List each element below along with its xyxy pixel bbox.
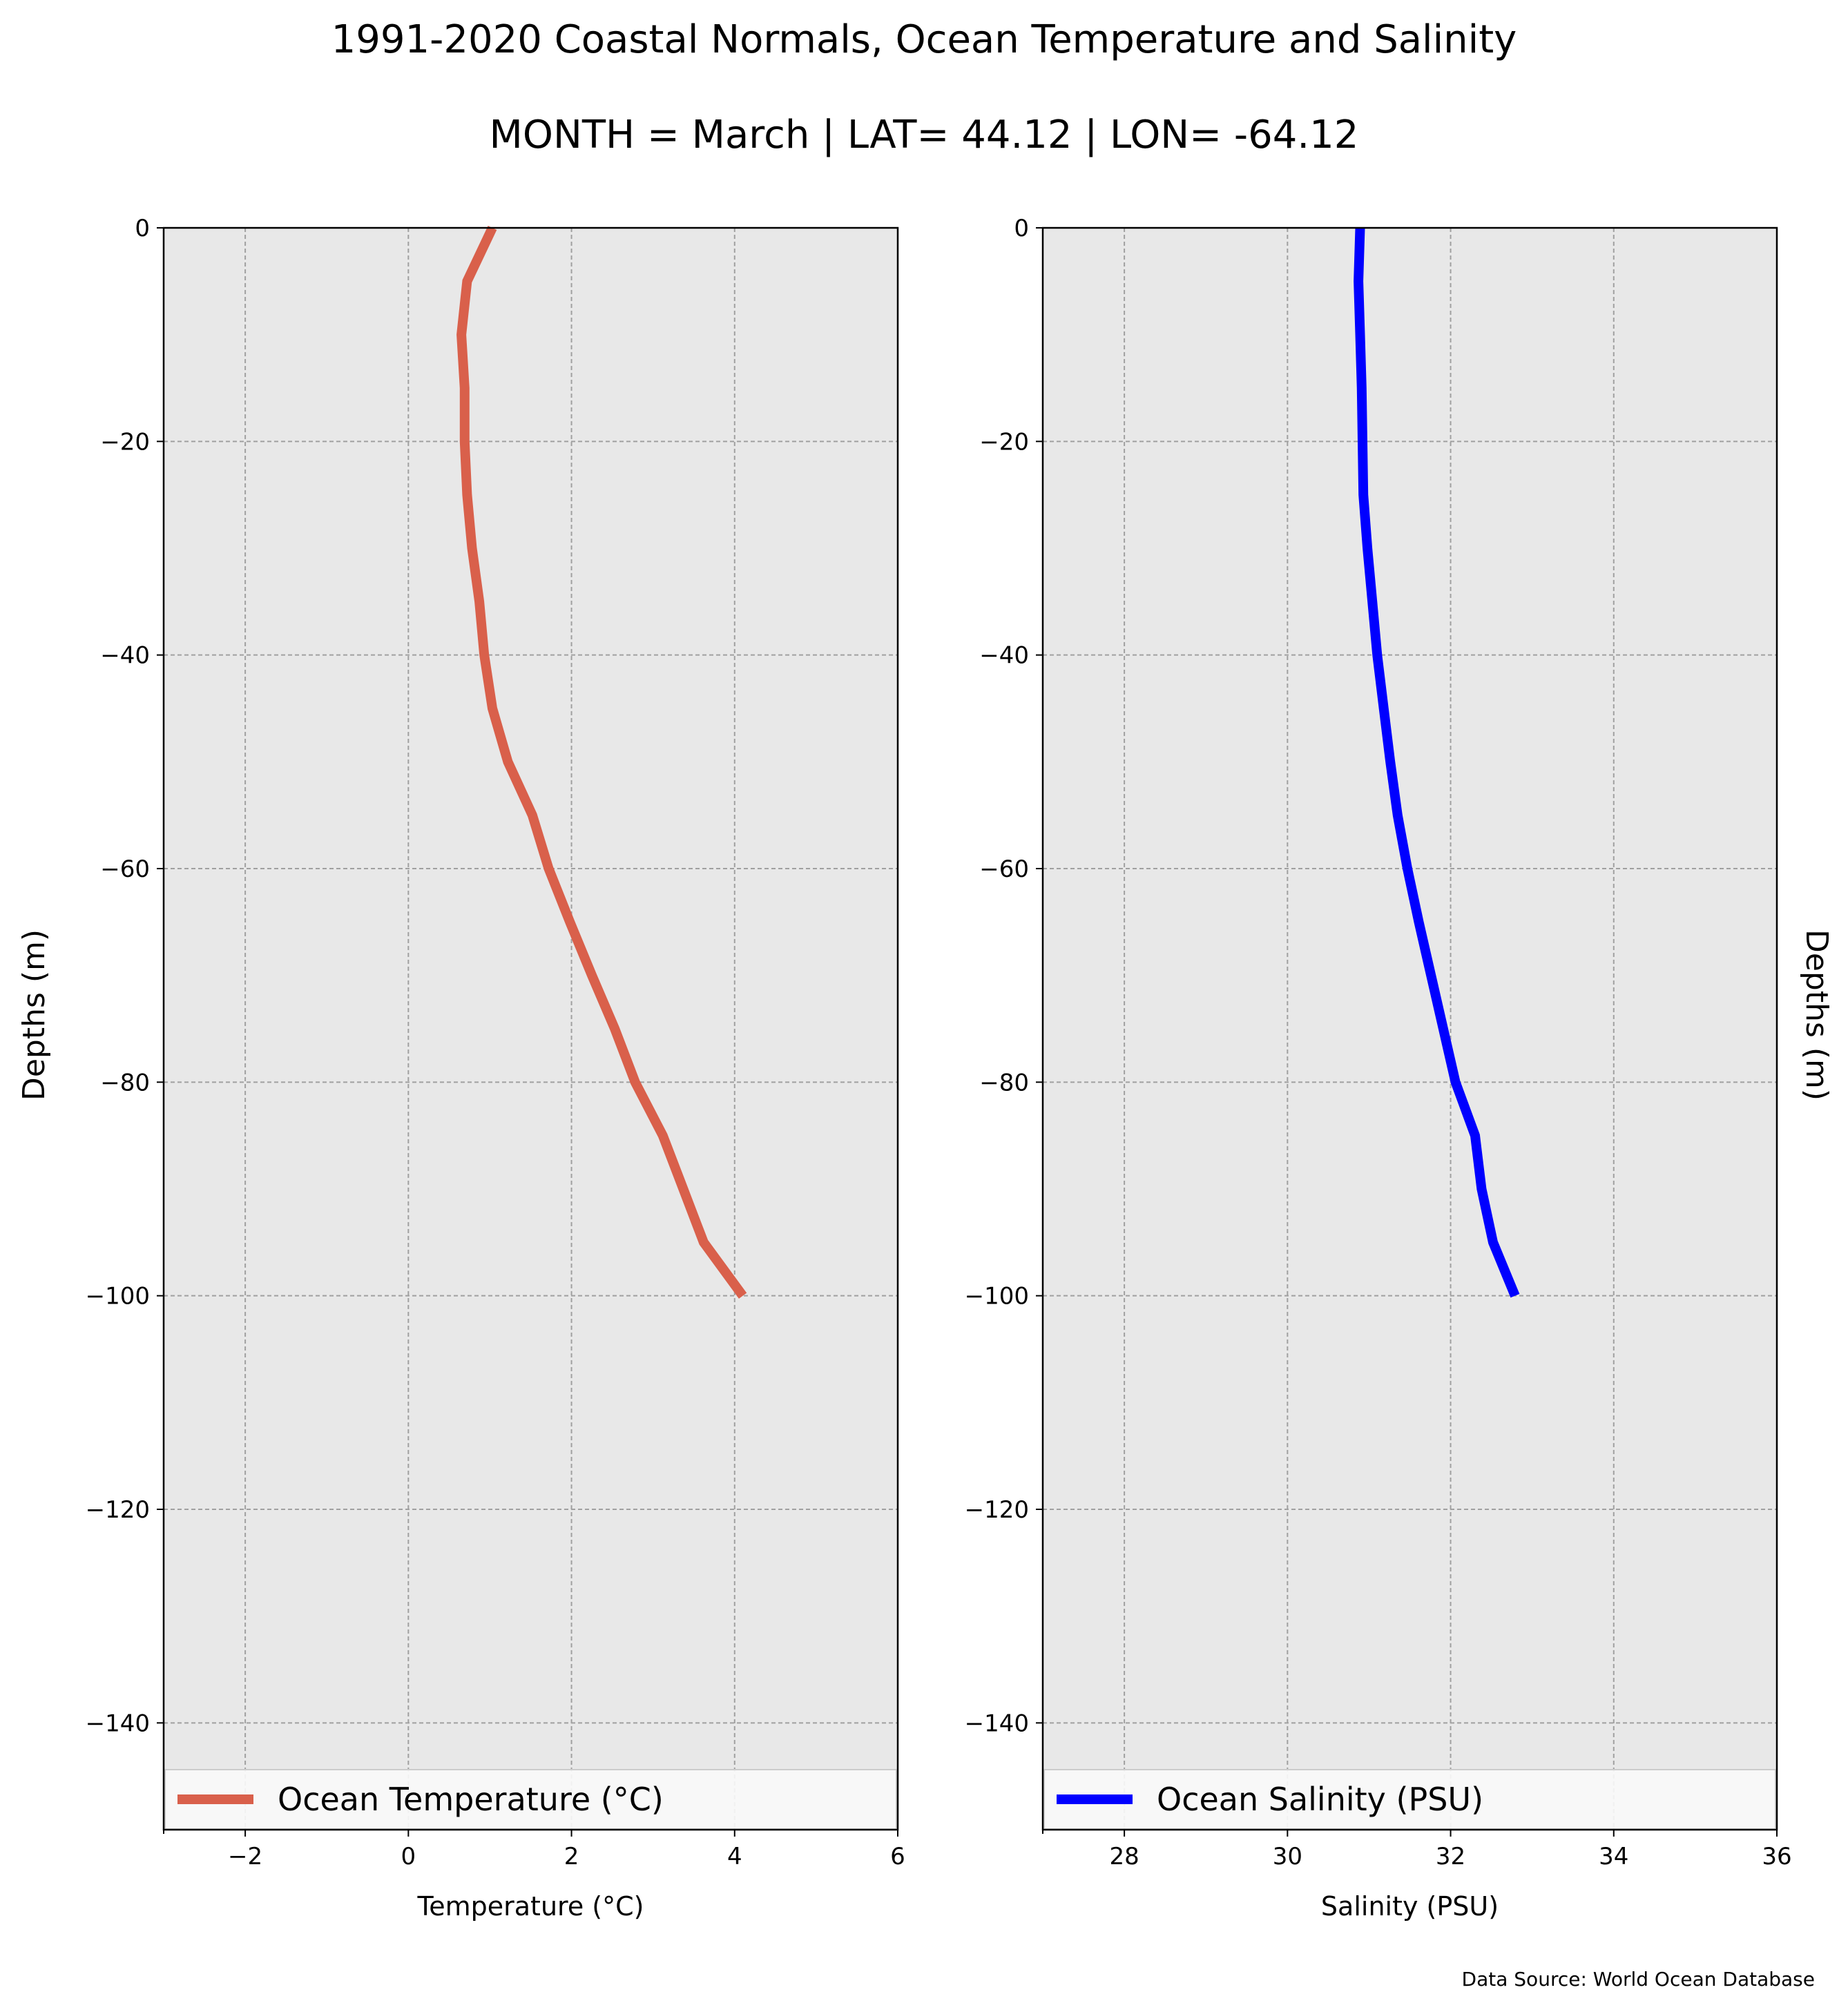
y-tick-label: −20 bbox=[979, 428, 1029, 456]
y-tick-label: −100 bbox=[86, 1283, 150, 1310]
plot-background bbox=[164, 228, 898, 1830]
x-tick-label: 2 bbox=[564, 1843, 579, 1870]
y-tick-label: 0 bbox=[135, 215, 150, 242]
right-y-axis-label: Depths (m) bbox=[1799, 929, 1834, 1101]
x-axis-label: Salinity (PSU) bbox=[1321, 1891, 1499, 1922]
plot-background bbox=[1043, 228, 1777, 1830]
y-tick-label: −60 bbox=[979, 855, 1029, 883]
y-tick-label: −140 bbox=[86, 1710, 150, 1737]
x-tick-label: 34 bbox=[1599, 1843, 1628, 1870]
x-tick-label: 0 bbox=[401, 1843, 416, 1870]
y-tick-label: −120 bbox=[86, 1496, 150, 1524]
series-line bbox=[456, 226, 747, 1299]
legend: Ocean Salinity (PSU) bbox=[1043, 1769, 1776, 1830]
series-line bbox=[1354, 227, 1520, 1298]
y-tick-label: −120 bbox=[965, 1496, 1029, 1524]
x-tick-label: −2 bbox=[228, 1843, 262, 1870]
x-tick-label: 30 bbox=[1273, 1843, 1302, 1870]
x-tick-label: 28 bbox=[1109, 1843, 1139, 1870]
legend-label: Ocean Salinity (PSU) bbox=[1157, 1781, 1483, 1818]
legend: Ocean Temperature (°C) bbox=[164, 1769, 897, 1830]
legend-label: Ocean Temperature (°C) bbox=[278, 1781, 664, 1818]
salinity-panel: Ocean Salinity (PSU) 28 30 32 34 36 0 −20 −40 −60… bbox=[965, 215, 1792, 1922]
y-tick-label: 0 bbox=[1014, 215, 1029, 242]
y-tick-label: −60 bbox=[100, 855, 150, 883]
y-tick-label: −100 bbox=[965, 1283, 1029, 1310]
y-tick-label: −20 bbox=[100, 428, 150, 456]
y-tick-label: −40 bbox=[979, 642, 1029, 670]
x-axis-label: Temperature (°C) bbox=[417, 1891, 644, 1922]
y-tick-label: −80 bbox=[100, 1069, 150, 1096]
y-tick-label: −40 bbox=[100, 642, 150, 670]
x-tick-label: 32 bbox=[1436, 1843, 1465, 1870]
x-tick-label: 36 bbox=[1762, 1843, 1791, 1870]
axes-frame bbox=[1041, 226, 1778, 1831]
y-tick-label: −140 bbox=[965, 1710, 1029, 1737]
data-source-note: Data Source: World Ocean Database bbox=[1462, 1968, 1815, 1991]
y-tick-label: −80 bbox=[979, 1069, 1029, 1096]
figure-subtitle: MONTH = March | LAT= 44.12 | LON= -64.12 bbox=[490, 113, 1359, 157]
x-tick-label: 4 bbox=[727, 1843, 742, 1870]
figure-title: 1991-2020 Coastal Normals, Ocean Tempera… bbox=[331, 17, 1517, 62]
x-tick-label: 6 bbox=[890, 1843, 905, 1870]
legend-box bbox=[1043, 1769, 1776, 1830]
temperature-panel: Ocean Temperature (°C)−2 0 2 4 60−20−40−60−8… bbox=[86, 215, 905, 1922]
axes-frame bbox=[162, 226, 899, 1831]
left-y-axis-label: Depths (m) bbox=[17, 929, 52, 1101]
